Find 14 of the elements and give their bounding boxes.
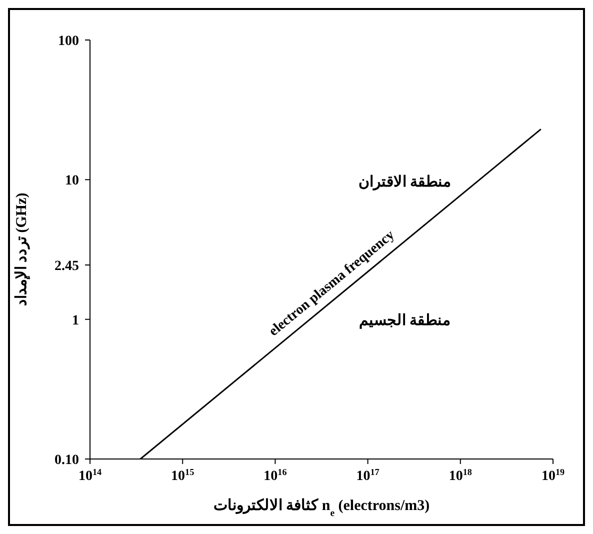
y-tick-label: 100 <box>58 34 79 49</box>
x-tick-label: 10$^{15}$ <box>171 467 195 484</box>
y-axis-title: تردد الإمداد (GHz) <box>14 192 30 306</box>
annotation: منطقة الاقتران <box>358 174 452 191</box>
y-tick-label: 2.45 <box>54 258 79 274</box>
y-tick-label: 0.10 <box>54 453 79 468</box>
x-tick-label: 10$^{19}$ <box>541 467 565 484</box>
x-tick-label: 10$^{18}$ <box>448 467 472 484</box>
annotation: منطقة الجسيم <box>358 312 451 329</box>
x-tick-label: 10$^{16}$ <box>264 467 288 484</box>
y-tick-label: 1 <box>72 313 79 328</box>
y-tick-label: 10 <box>65 174 79 189</box>
x-tick-label: 10$^{14}$ <box>78 467 102 484</box>
x-tick-label: 10$^{17}$ <box>356 467 380 484</box>
